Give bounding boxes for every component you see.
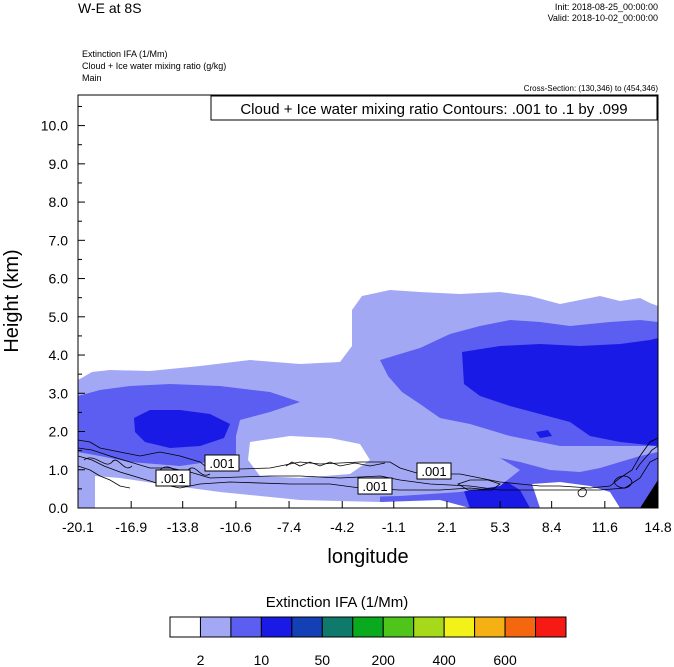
y-tick-label: 3.0 <box>49 385 69 401</box>
x-tick-label: 2.1 <box>437 519 457 535</box>
y-tick-label: 0.0 <box>49 500 69 516</box>
x-tick-label: 8.4 <box>542 519 562 535</box>
x-tick-label: -4.2 <box>330 519 354 535</box>
y-axis: 0.0 1.0 2.0 3.0 4.0 5.0 6.0 7.0 8.0 9.0 10.0 <box>41 105 85 516</box>
colorbar-label: 2 <box>197 652 205 667</box>
colorbar-label: 10 <box>254 652 270 667</box>
x-tick-label: -10.6 <box>220 519 252 535</box>
extinction-band-50 <box>536 430 552 438</box>
colorbar-swatch <box>474 616 506 638</box>
contour-label: .001 <box>421 464 446 479</box>
y-tick-label: 2.0 <box>49 424 69 440</box>
y-tick-label: 5.0 <box>49 309 69 325</box>
field-line-main: Main <box>82 73 102 83</box>
contour-label-box <box>155 469 191 487</box>
colorbar-swatch <box>169 616 201 638</box>
colorbar-swatch <box>535 616 567 638</box>
extinction-band-50 <box>462 338 658 446</box>
x-tick-label: -7.4 <box>277 519 301 535</box>
y-tick-label: 7.0 <box>49 232 69 248</box>
contour-label: .001 <box>209 456 234 471</box>
colorbar-swatch <box>230 616 262 638</box>
colorbar-swatch <box>443 616 476 638</box>
x-axis-label: longitude <box>327 546 408 568</box>
x-tick-label: 14.8 <box>644 519 671 535</box>
chart-title: Cloud + Ice water mixing ratio Contours:… <box>240 101 627 118</box>
colorbar-swatch <box>504 616 537 638</box>
colorbar-label: 400 <box>432 652 456 667</box>
extinction-blank <box>248 436 370 478</box>
colorbar-label: 600 <box>493 652 517 667</box>
y-tick-label: 9.0 <box>49 156 69 172</box>
cross-section-label: Cross-Section: (130,346) to (454,346) <box>523 84 658 93</box>
x-tick-label: -1.1 <box>382 519 406 535</box>
colorbar-swatch <box>382 616 415 638</box>
x-tick-label: 5.3 <box>490 519 510 535</box>
y-tick-label: 10.0 <box>41 118 68 134</box>
contour-labels: .001 .001 .001 .001 <box>155 454 452 495</box>
x-tick-label: 11.6 <box>592 519 618 535</box>
colorbar: 2 10 50 200 400 600 <box>169 616 567 667</box>
page-title: W-E at 8S <box>78 0 142 16</box>
extinction-band-600 <box>640 480 658 508</box>
x-tick-label: -13.8 <box>167 519 199 535</box>
colorbar-swatch <box>352 616 384 638</box>
colorbar-title: Extinction IFA (1/Mm) <box>265 594 409 611</box>
x-tick-label: -16.9 <box>115 519 147 535</box>
plot-area <box>78 95 658 508</box>
contour-label-box <box>416 462 452 480</box>
extinction-blank <box>532 482 620 508</box>
extinction-blank <box>95 476 470 508</box>
colorbar-label: 200 <box>372 652 396 667</box>
field-line-mixing-ratio: Cloud + Ice water mixing ratio (g/kg) <box>82 61 227 71</box>
y-tick-label: 8.0 <box>49 194 69 210</box>
colorbar-swatch <box>413 616 445 638</box>
contour-label: .001 <box>160 471 185 486</box>
y-axis-label: Height (km) <box>1 249 23 352</box>
chart-title-box: Cloud + Ice water mixing ratio Contours:… <box>210 95 658 121</box>
colorbar-swatch <box>291 616 323 638</box>
plot-frame <box>77 94 659 509</box>
colorbar-label: 50 <box>315 652 331 667</box>
contour-label-box <box>204 454 240 472</box>
init-time-label: Init: 2018-08-25_00:00:00 <box>554 2 658 12</box>
contour-label: .001 <box>362 479 387 494</box>
y-tick-label: 1.0 <box>49 462 69 478</box>
colorbar-swatch <box>321 616 354 638</box>
colorbar-swatch <box>199 616 232 638</box>
colorbar-swatch <box>260 616 293 638</box>
extinction-band-50 <box>134 410 230 448</box>
contour-label-box <box>357 477 393 495</box>
y-tick-label: 6.0 <box>49 271 69 287</box>
y-tick-label: 4.0 <box>49 347 69 363</box>
valid-time-label: Valid: 2018-10-02_00:00:00 <box>547 13 658 23</box>
x-axis: -20.1 -16.9 -13.8 -10.6 -7.4 -4.2 -1.1 2.1 5.3 8.… <box>62 501 672 535</box>
field-line-extinction: Extinction IFA (1/Mm) <box>82 49 168 59</box>
x-tick-label: -20.1 <box>62 519 94 535</box>
